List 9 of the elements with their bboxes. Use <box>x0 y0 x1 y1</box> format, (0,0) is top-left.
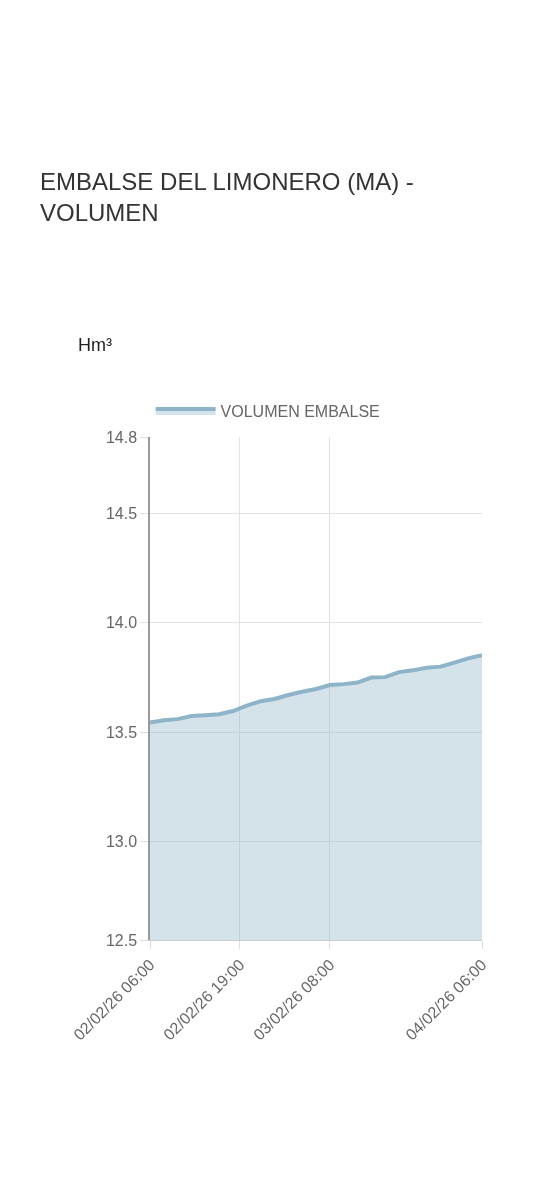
y-tick-label: 12.5 <box>105 931 138 949</box>
legend-label: VOLUMEN EMBALSE <box>220 403 380 421</box>
y-axis-title: Hm³ <box>78 335 112 355</box>
y-tick-label: 14.8 <box>105 428 138 446</box>
y-tick-label: 13.5 <box>105 723 138 741</box>
y-tick-label: 13.0 <box>105 833 138 851</box>
y-tick-label: 14.0 <box>105 614 138 632</box>
chart-title: EMBALSE DEL LIMONERO (MA) - VOLUMEN <box>40 168 414 227</box>
y-tick-label: 14.5 <box>105 505 138 523</box>
